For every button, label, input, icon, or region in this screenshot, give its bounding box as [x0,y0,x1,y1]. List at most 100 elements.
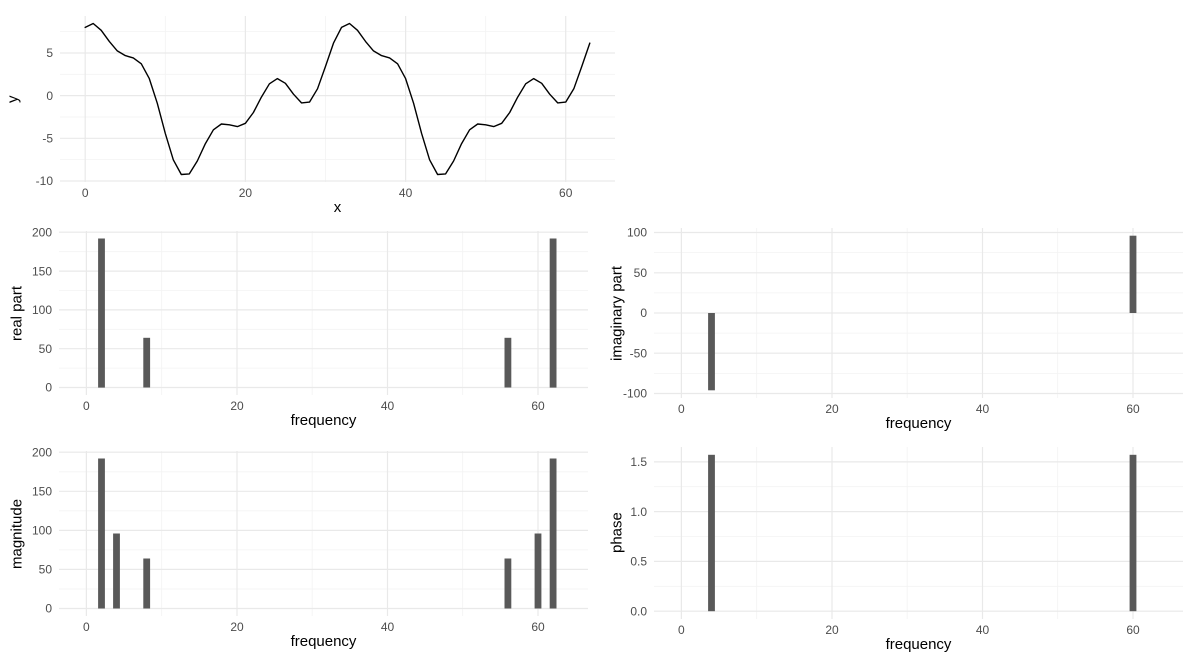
x-tick-label: 0 [678,402,685,416]
bars [98,238,557,388]
y-tick-label: 100 [32,524,52,538]
y-tick-label: 0 [640,306,647,320]
x-tick-label: 20 [825,402,839,416]
gridlines-minor [59,231,588,395]
real-part-y-axis-title: real part [8,285,26,341]
frequency-bar [708,313,715,391]
y-tick-label: 0 [45,602,52,616]
y-tick-label: 100 [627,226,647,240]
frequency-bar [504,558,512,609]
y-tick-labels: 0 50 100 150 200 [32,445,52,615]
magnitude-y-axis-title: magnitude [8,498,26,569]
x-tick-label: 40 [976,623,990,637]
y-tick-label: 1.0 [630,505,647,519]
x-tick-label: 0 [678,623,685,637]
magnitude-chart: 0 20 40 60 0 50 100 150 200 magnitude frequency [0,444,600,668]
x-tick-label: 20 [230,399,244,413]
gridlines-major [654,228,1183,398]
signal-plot-area: 0 20 40 60 5 0 -5 -10 [36,16,615,200]
phase-chart: 0 20 40 60 0.0 0.5 1.0 1.5 phase frequency [600,444,1200,668]
x-tick-label: 20 [239,186,253,200]
magnitude-plot-area: 0 20 40 60 0 50 100 150 200 [32,445,588,634]
frequency-bar [708,454,715,612]
y-tick-label: 50 [634,266,648,280]
x-tick-labels: 0 20 40 60 [83,620,545,634]
y-tick-label: 0.5 [630,555,647,569]
frequency-bar [534,533,542,609]
bars [708,235,1137,391]
frequency-bar [504,337,512,388]
y-tick-label: 200 [32,445,52,459]
imaginary-part-plot-area: 0 20 40 60 -100 -50 0 50 100 [623,226,1183,416]
y-tick-label: 0 [45,381,52,395]
imaginary-part-chart: 0 20 40 60 -100 -50 0 50 100 imaginary part freq… [600,220,1200,444]
gridlines-minor [60,16,615,182]
x-tick-label: 60 [559,186,573,200]
x-tick-label: 20 [825,623,839,637]
y-tick-labels: 0 50 100 150 200 [32,225,52,394]
frequency-bar [1129,454,1137,612]
x-tick-label: 40 [976,402,990,416]
y-tick-label: 100 [32,303,52,317]
phase-y-axis-title: phase [608,512,626,554]
real-part-chart: 0 20 40 60 0 50 100 150 200 real part frequency [0,220,600,444]
x-tick-labels: 0 20 40 60 [83,399,545,413]
x-tick-label: 0 [82,186,89,200]
y-tick-label: 50 [39,342,53,356]
frequency-bar [549,458,557,609]
y-tick-label: 5 [46,46,53,60]
frequency-bar [549,238,557,388]
x-tick-label: 40 [381,399,395,413]
frequency-bar [143,558,151,609]
signal-chart: 0 20 40 60 5 0 -5 -10 y x [0,0,640,220]
x-tick-labels: 0 20 40 60 [82,186,573,200]
real-part-x-axis-title: frequency [290,412,357,429]
imaginary-part-y-axis-title: imaginary part [608,265,626,361]
x-tick-label: 40 [381,620,395,634]
y-tick-label: 0 [46,89,53,103]
magnitude-x-axis-title: frequency [290,633,357,650]
y-tick-labels: 5 0 -5 -10 [36,46,54,188]
x-tick-label: 60 [531,399,545,413]
real-part-plot-area: 0 20 40 60 0 50 100 150 200 [32,225,588,413]
y-tick-labels: 0.0 0.5 1.0 1.5 [630,455,647,618]
y-tick-labels: -100 -50 0 50 100 [623,226,647,401]
x-tick-label: 40 [399,186,413,200]
signal-line [84,22,591,176]
y-tick-label: -5 [42,132,53,146]
signal-x-axis-title: x [333,199,342,216]
y-tick-label: -50 [630,346,648,360]
gridlines-minor [654,447,1183,619]
x-tick-labels: 0 20 40 60 [678,623,1140,637]
x-tick-label: 0 [83,620,90,634]
gridlines-major [60,16,615,182]
y-tick-label: 0.0 [630,604,647,618]
y-tick-label: 200 [32,225,52,239]
y-tick-label: -10 [36,174,54,188]
imaginary-part-x-axis-title: frequency [885,415,952,432]
x-tick-label: 20 [230,620,244,634]
x-tick-label: 60 [1126,402,1140,416]
y-tick-label: -100 [623,387,647,401]
frequency-bar [98,238,105,388]
x-tick-label: 0 [83,399,90,413]
frequency-bar [98,458,105,609]
bars [98,458,557,609]
gridlines-major [654,447,1183,619]
y-tick-label: 50 [39,563,53,577]
frequency-bar [113,533,120,609]
frequency-bar [143,337,151,388]
x-tick-label: 60 [1126,623,1140,637]
x-tick-labels: 0 20 40 60 [678,402,1140,416]
y-tick-label: 150 [32,485,52,499]
x-tick-label: 60 [531,620,545,634]
phase-plot-area: 0 20 40 60 0.0 0.5 1.0 1.5 [630,447,1183,637]
frequency-bar [1129,235,1137,313]
y-tick-label: 1.5 [630,455,647,469]
signal-y-axis-title: y [4,95,22,103]
gridlines-major [59,451,588,616]
y-tick-label: 150 [32,264,52,278]
phase-x-axis-title: frequency [885,636,952,653]
bars [708,454,1137,612]
